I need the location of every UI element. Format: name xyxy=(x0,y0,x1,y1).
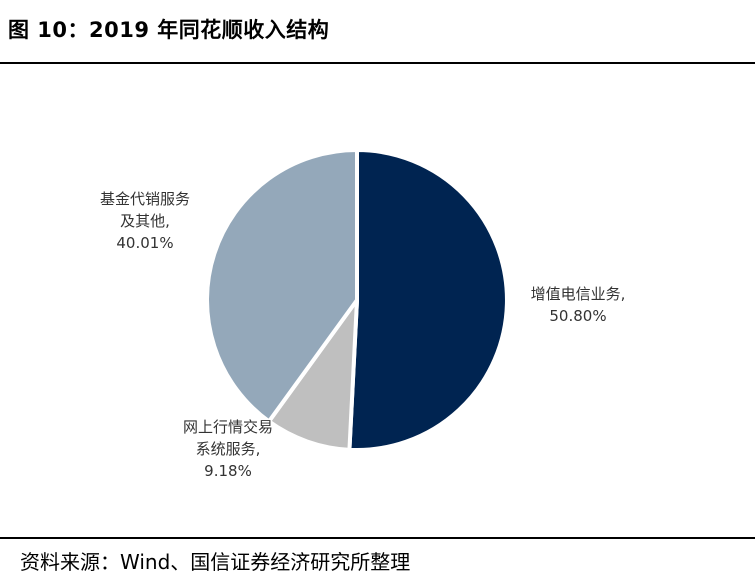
label-value-added-telecom: 增值电信业务, 50.80% xyxy=(531,285,626,325)
figure-title: 图 10：2019 年同花顺收入结构 xyxy=(8,18,330,42)
label-fund-sales-other: 基金代销服务及其他, 40.01% xyxy=(100,190,190,252)
slice-value-added-telecom xyxy=(347,148,509,452)
slice-fund-sales-other xyxy=(205,148,359,424)
bottom-rule xyxy=(0,537,755,539)
label-online-trading-system: 网上行情交易系统服务, 9.18% xyxy=(183,418,273,480)
top-rule xyxy=(0,62,755,64)
source-note: 资料来源：Wind、国信证券经济研究所整理 xyxy=(20,550,411,574)
pie-chart: 增值电信业务, 50.80% 网上行情交易系统服务, 9.18% 基金代销服务及其他, 4… xyxy=(100,148,626,480)
